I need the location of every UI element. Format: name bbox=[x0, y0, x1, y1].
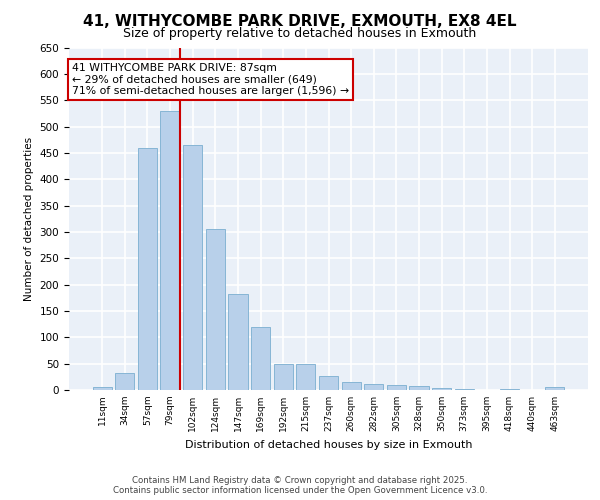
Bar bbox=[229, 294, 248, 390]
Text: 41 WITHYCOMBE PARK DRIVE: 87sqm
← 29% of detached houses are smaller (649)
71% o: 41 WITHYCOMBE PARK DRIVE: 87sqm ← 29% of… bbox=[71, 63, 349, 96]
Bar bbox=[183, 145, 202, 390]
Bar bbox=[341, 382, 361, 390]
Bar bbox=[274, 364, 293, 390]
Bar bbox=[409, 386, 428, 390]
Bar bbox=[206, 230, 225, 390]
Bar bbox=[115, 372, 134, 390]
Y-axis label: Number of detached properties: Number of detached properties bbox=[24, 136, 34, 301]
Bar bbox=[296, 364, 316, 390]
Bar bbox=[251, 327, 270, 390]
Bar bbox=[319, 376, 338, 390]
Bar bbox=[92, 388, 112, 390]
Bar bbox=[545, 388, 565, 390]
Text: Size of property relative to detached houses in Exmouth: Size of property relative to detached ho… bbox=[124, 28, 476, 40]
Bar bbox=[160, 110, 180, 390]
Bar bbox=[364, 384, 383, 390]
Text: 41, WITHYCOMBE PARK DRIVE, EXMOUTH, EX8 4EL: 41, WITHYCOMBE PARK DRIVE, EXMOUTH, EX8 … bbox=[83, 14, 517, 29]
Bar bbox=[432, 388, 451, 390]
Text: Contains HM Land Registry data © Crown copyright and database right 2025.
Contai: Contains HM Land Registry data © Crown c… bbox=[113, 476, 487, 495]
Bar bbox=[138, 148, 157, 390]
X-axis label: Distribution of detached houses by size in Exmouth: Distribution of detached houses by size … bbox=[185, 440, 472, 450]
Bar bbox=[387, 386, 406, 390]
